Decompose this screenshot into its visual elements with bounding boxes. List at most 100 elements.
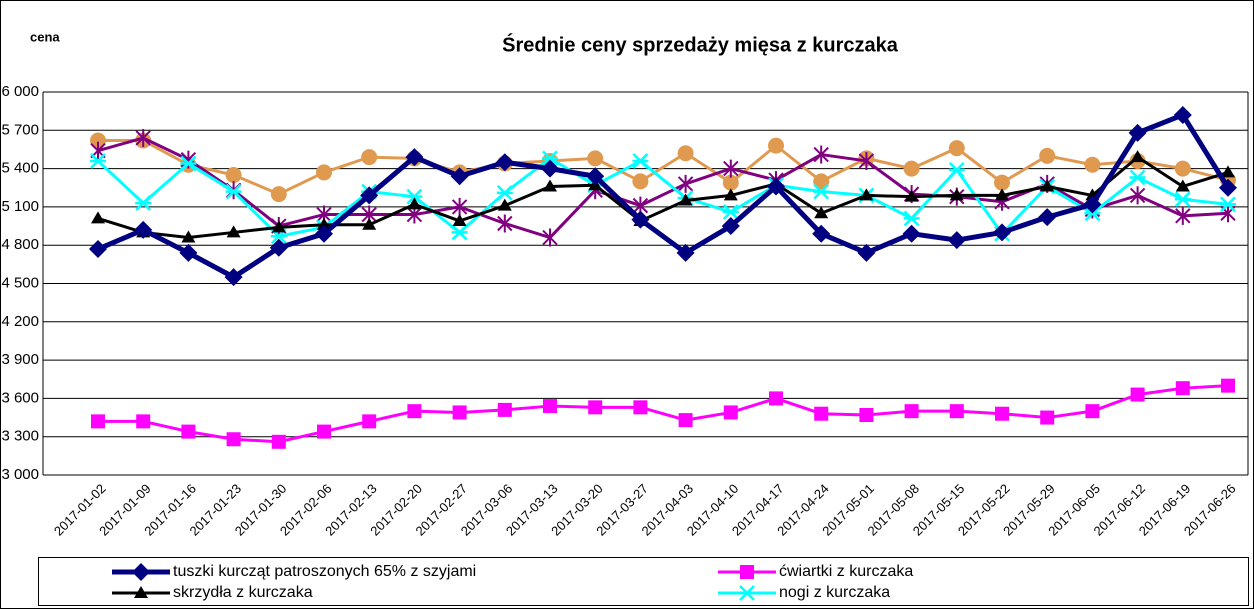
data-point	[407, 197, 422, 210]
data-point	[226, 432, 241, 447]
data-point	[271, 220, 286, 233]
data-point	[678, 413, 693, 428]
data-point	[767, 177, 785, 196]
data-point	[1219, 178, 1237, 197]
data-point	[543, 399, 557, 414]
data-point	[947, 231, 966, 250]
data-point	[497, 198, 512, 211]
data-point	[361, 149, 378, 166]
data-point	[450, 167, 469, 186]
data-point	[769, 391, 783, 406]
data-point	[632, 153, 649, 169]
data-point	[181, 424, 196, 439]
legend-label: nogi z kurczaka	[779, 584, 890, 601]
data-point	[1221, 165, 1235, 178]
data-point	[271, 434, 286, 449]
data-point	[1085, 404, 1100, 419]
data-point	[1039, 147, 1056, 164]
data-point	[723, 405, 738, 420]
data-point	[813, 145, 829, 164]
data-point	[587, 150, 604, 167]
data-point	[452, 213, 467, 226]
data-point	[904, 404, 919, 419]
data-point	[1129, 186, 1146, 205]
y-tick-label: 3 000	[1, 466, 39, 483]
legend-label: tuszki kurcząt patroszonych 65% z szyjam…	[173, 563, 476, 580]
data-point	[406, 188, 423, 205]
data-point	[676, 243, 695, 262]
series-line	[97, 155, 1229, 240]
y-tick-label: 6 000	[1, 83, 39, 100]
y-tick-label: 5 700	[1, 121, 39, 138]
data-point	[362, 414, 377, 429]
data-point	[497, 402, 512, 417]
data-point	[180, 155, 197, 172]
data-point	[317, 424, 331, 439]
data-point	[1083, 195, 1102, 214]
chart-title: Średnie ceny sprzedaży mięsa z kurczaka	[502, 32, 899, 56]
data-point	[1175, 206, 1191, 225]
data-point	[722, 204, 739, 220]
legend-label: ćwiartki z kurczaka	[779, 563, 913, 580]
data-point	[181, 230, 196, 243]
data-point	[903, 210, 920, 227]
data-point	[678, 193, 693, 206]
data-point	[768, 137, 784, 154]
data-point	[859, 407, 874, 422]
data-point	[812, 224, 831, 243]
data-point	[1173, 105, 1192, 124]
y-tick-label: 4 800	[1, 236, 39, 253]
data-point	[542, 150, 558, 167]
data-point	[949, 188, 964, 201]
data-point	[269, 238, 288, 257]
data-point	[1221, 378, 1235, 393]
data-point	[1175, 381, 1190, 396]
series-line	[96, 156, 1229, 238]
data-point	[405, 148, 424, 167]
series-line	[98, 139, 1229, 196]
data-point	[89, 240, 107, 259]
data-point	[722, 174, 739, 191]
y-tick-label: 3 900	[1, 351, 39, 368]
data-point	[543, 179, 557, 192]
data-point	[1174, 160, 1191, 177]
data-point	[857, 243, 876, 262]
data-point	[91, 211, 105, 224]
data-point	[362, 217, 377, 230]
series-line	[97, 112, 1231, 280]
data-point	[1040, 410, 1055, 425]
data-point	[586, 167, 605, 186]
data-point	[723, 159, 739, 178]
data-point	[995, 406, 1009, 421]
data-point	[90, 153, 106, 169]
data-point	[948, 140, 965, 157]
data-point	[995, 188, 1009, 201]
y-tick-label: 3 600	[1, 389, 39, 406]
legend-label: skrzydła z kurczaka	[173, 584, 313, 601]
data-point	[902, 224, 921, 243]
data-point	[136, 414, 151, 429]
data-point	[632, 173, 649, 190]
data-point	[903, 160, 920, 177]
data-point	[407, 404, 422, 419]
data-point	[1174, 191, 1191, 208]
data-point	[1128, 123, 1147, 142]
data-point	[1040, 179, 1055, 192]
data-point	[633, 400, 648, 415]
data-point	[631, 210, 650, 229]
data-point	[451, 197, 468, 216]
data-point	[994, 174, 1010, 191]
data-point	[1175, 179, 1190, 192]
legend-box	[38, 557, 1249, 606]
data-point	[225, 166, 242, 183]
data-point	[814, 406, 829, 421]
data-point	[135, 195, 152, 211]
data-point	[316, 164, 332, 181]
data-point	[541, 159, 559, 178]
data-point	[588, 400, 603, 415]
data-point	[813, 173, 830, 190]
y-tick-label: 5 100	[1, 198, 39, 215]
data-point	[497, 214, 513, 233]
